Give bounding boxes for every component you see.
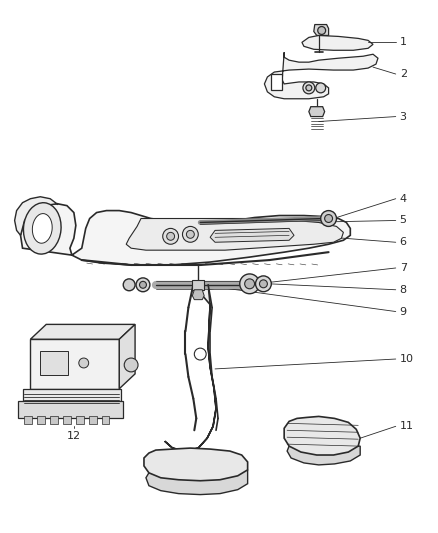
- Polygon shape: [192, 290, 204, 300]
- Text: 11: 11: [400, 421, 413, 431]
- Polygon shape: [18, 401, 123, 418]
- Polygon shape: [314, 25, 328, 35]
- Polygon shape: [144, 448, 247, 481]
- Polygon shape: [265, 52, 378, 99]
- Polygon shape: [76, 416, 84, 424]
- Ellipse shape: [140, 281, 146, 288]
- Polygon shape: [63, 416, 71, 424]
- Polygon shape: [192, 280, 204, 290]
- Circle shape: [194, 348, 206, 360]
- Polygon shape: [22, 389, 121, 401]
- Polygon shape: [126, 219, 343, 250]
- Polygon shape: [210, 229, 294, 243]
- Ellipse shape: [325, 215, 332, 222]
- Ellipse shape: [32, 214, 52, 243]
- Circle shape: [163, 229, 179, 244]
- Circle shape: [124, 358, 138, 372]
- Text: 2: 2: [400, 69, 407, 79]
- Ellipse shape: [123, 279, 135, 290]
- Polygon shape: [287, 446, 360, 465]
- Circle shape: [303, 82, 315, 94]
- Polygon shape: [271, 74, 282, 90]
- Polygon shape: [88, 416, 96, 424]
- Polygon shape: [21, 204, 350, 265]
- Text: 8: 8: [400, 285, 407, 295]
- Text: 1: 1: [400, 37, 406, 47]
- Circle shape: [187, 230, 194, 238]
- Text: 10: 10: [400, 354, 413, 364]
- Ellipse shape: [321, 211, 336, 227]
- Circle shape: [318, 27, 325, 35]
- Polygon shape: [284, 416, 360, 455]
- Ellipse shape: [245, 279, 254, 289]
- Text: 5: 5: [400, 215, 406, 225]
- Ellipse shape: [24, 203, 61, 254]
- Text: 6: 6: [400, 237, 406, 247]
- Ellipse shape: [240, 274, 259, 294]
- Polygon shape: [14, 197, 58, 236]
- Polygon shape: [309, 107, 325, 117]
- Polygon shape: [30, 339, 119, 389]
- Polygon shape: [25, 416, 32, 424]
- Polygon shape: [302, 35, 373, 50]
- Text: 9: 9: [400, 306, 407, 317]
- Polygon shape: [146, 470, 247, 495]
- Circle shape: [79, 358, 88, 368]
- Polygon shape: [165, 285, 216, 451]
- Polygon shape: [30, 325, 135, 339]
- Ellipse shape: [136, 278, 150, 292]
- Text: 7: 7: [400, 263, 407, 273]
- Ellipse shape: [259, 280, 267, 288]
- Text: 4: 4: [400, 193, 407, 204]
- Polygon shape: [102, 416, 110, 424]
- Circle shape: [167, 232, 175, 240]
- Polygon shape: [37, 416, 45, 424]
- Circle shape: [183, 227, 198, 243]
- Polygon shape: [50, 416, 58, 424]
- Text: 12: 12: [67, 431, 81, 441]
- Polygon shape: [119, 325, 135, 389]
- Polygon shape: [40, 351, 68, 375]
- Text: 3: 3: [400, 111, 406, 122]
- Circle shape: [316, 83, 325, 93]
- Ellipse shape: [255, 276, 271, 292]
- Circle shape: [306, 85, 312, 91]
